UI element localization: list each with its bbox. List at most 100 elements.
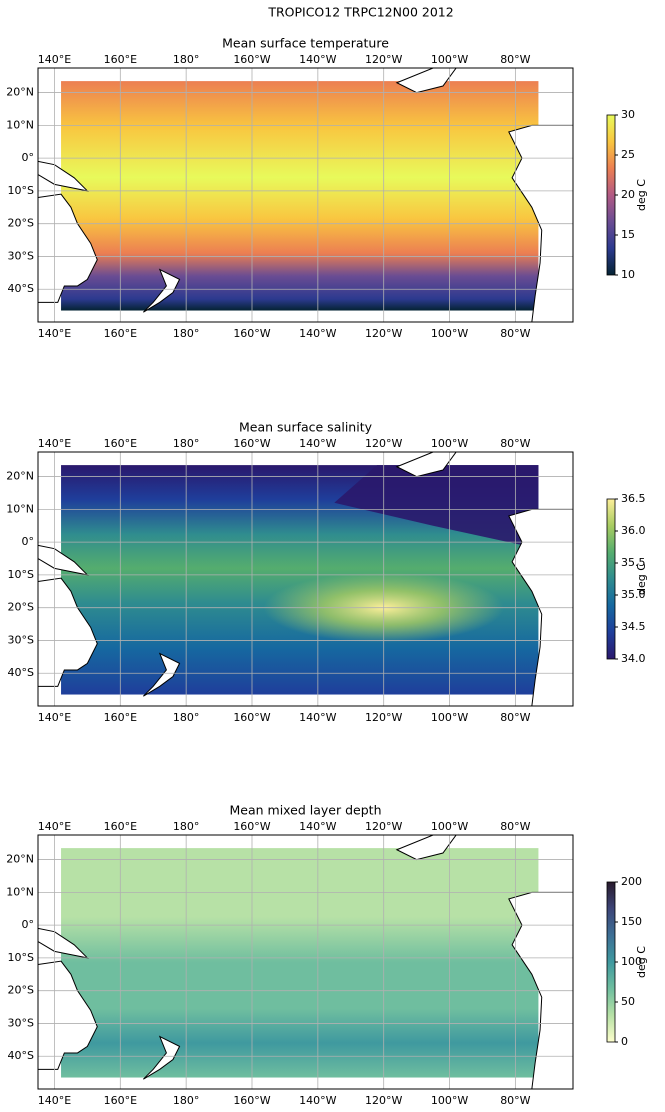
colorbar [606,498,616,660]
x-tick-label: 180° [173,53,200,66]
colorbar-tick-label: 15 [621,228,635,241]
y-tick-label: 10°N [6,118,34,131]
x-tick-label: 160°E [104,327,137,340]
y-tick-label: 0° [22,151,35,164]
panel-title: Mean surface salinity [239,420,373,435]
x-tick-label: 100°W [431,327,468,340]
colorbar-tick-label: 30 [621,108,635,121]
y-tick-label: 10°S [8,568,34,581]
x-tick-label: 180° [173,820,200,833]
x-tick-label: 120°W [365,820,402,833]
x-tick-label: 100°W [431,437,468,450]
colorbar-tick-label: 200 [621,875,642,888]
map-frame [37,451,574,707]
y-tick-label: 40°S [8,666,34,679]
y-tick-label: 20°N [6,470,34,483]
x-tick-label: 160°W [233,1094,270,1107]
x-tick-label: 160°W [233,327,270,340]
panel-title: Mean mixed layer depth [229,803,381,818]
x-tick-label: 160°W [233,53,270,66]
colorbar-tick-label: 35.0 [621,588,646,601]
colorbar-tick-label: 36.5 [621,492,646,505]
y-tick-label: 0° [22,918,35,931]
colorbar-label: deg C [635,179,648,211]
panel-title: Mean surface temperature [222,36,389,51]
x-tick-label: 80°W [500,327,530,340]
y-tick-label: 10°N [6,502,34,515]
colorbar-tick-label: 36.0 [621,524,646,537]
y-tick-label: 20°N [6,853,34,866]
colorbar-tick-label: 0 [621,1035,628,1048]
x-tick-label: 180° [173,1094,200,1107]
x-tick-label: 180° [173,327,200,340]
x-tick-label: 140°E [38,1094,71,1107]
x-tick-label: 140°E [38,820,71,833]
colorbar-label: deg C [635,563,648,595]
x-tick-label: 120°W [365,327,402,340]
x-tick-label: 100°W [431,53,468,66]
x-tick-label: 140°E [38,711,71,724]
colorbar-tick-label: 150 [621,915,642,928]
y-tick-label: 20°N [6,86,34,99]
x-tick-label: 160°E [104,437,137,450]
x-tick-label: 80°W [500,437,530,450]
colorbar-label: deg C [635,946,648,978]
x-tick-label: 100°W [431,711,468,724]
x-tick-label: 140°W [299,711,336,724]
y-tick-label: 40°S [8,1049,34,1062]
x-tick-label: 160°E [104,711,137,724]
land [143,652,181,697]
colorbar-tick-label: 25 [621,148,635,161]
map-area [38,835,573,1089]
map-frame [37,834,574,1090]
colorbar-tick-label: 20 [621,188,635,201]
data-field [61,848,539,1078]
x-tick-label: 100°W [431,820,468,833]
y-tick-label: 30°S [8,633,34,646]
y-tick-label: 30°S [8,1016,34,1029]
land [143,268,181,313]
x-tick-label: 180° [173,711,200,724]
y-tick-label: 10°N [6,885,34,898]
colorbar [606,114,616,276]
land [38,927,89,959]
x-tick-label: 120°W [365,711,402,724]
y-tick-label: 10°S [8,184,34,197]
land [38,544,89,576]
x-tick-label: 160°W [233,437,270,450]
colorbar-tick-label: 34.5 [621,620,646,633]
x-tick-label: 80°W [500,711,530,724]
x-tick-label: 160°W [233,820,270,833]
x-tick-label: 120°W [365,437,402,450]
x-tick-label: 140°W [299,53,336,66]
colorbar-tick-label: 100 [621,955,642,968]
colorbar-tick-label: 35.5 [621,556,646,569]
x-tick-label: 80°W [500,820,530,833]
low-salinity-east [334,465,539,549]
x-tick-label: 140°E [38,53,71,66]
map-area [38,452,573,706]
map-frame [37,67,574,323]
y-tick-label: 30°S [8,249,34,262]
x-tick-label: 140°W [299,1094,336,1107]
y-tick-label: 40°S [8,282,34,295]
x-tick-label: 100°W [431,1094,468,1107]
colorbar-tick-label: 10 [621,268,635,281]
x-tick-label: 140°W [299,327,336,340]
colorbar-tick-label: 50 [621,995,635,1008]
x-tick-label: 120°W [365,1094,402,1107]
x-tick-label: 140°E [38,327,71,340]
x-tick-label: 80°W [500,1094,530,1107]
y-tick-label: 10°S [8,951,34,964]
colorbar [606,881,616,1043]
land [143,1035,181,1080]
y-tick-label: 20°S [8,601,34,614]
y-tick-label: 20°S [8,984,34,997]
figure-title: TROPICO12 TRPC12N00 2012 [267,5,453,20]
x-tick-label: 140°W [299,437,336,450]
x-tick-label: 160°W [233,711,270,724]
y-tick-label: 0° [22,535,35,548]
land [38,160,89,192]
x-tick-label: 180° [173,437,200,450]
